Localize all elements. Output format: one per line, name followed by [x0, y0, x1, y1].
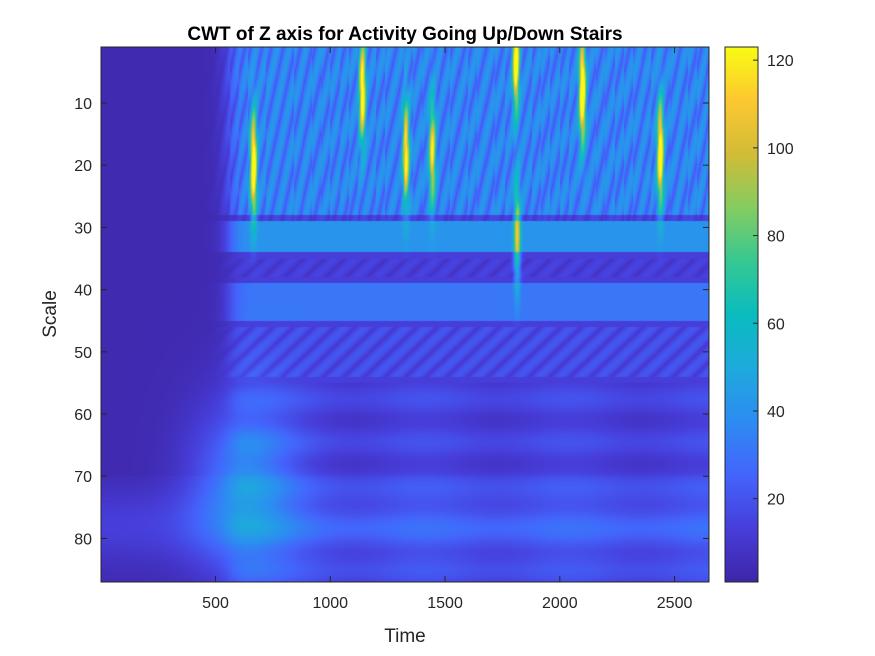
colorbar-ticks: 20 40 60 80 100 120 — [753, 53, 794, 509]
y-tick-label: 60 — [74, 407, 92, 424]
y-tick-label: 30 — [74, 220, 92, 237]
colorbar-tick-label: 80 — [767, 229, 785, 246]
y-axis: 10 20 30 40 50 60 70 80 — [74, 96, 709, 548]
x-tick-label: 2500 — [657, 595, 693, 612]
colorbar-tick-label: 40 — [767, 404, 785, 421]
x-axis: 500 1000 1500 2000 2500 — [202, 47, 692, 612]
x-tick-label: 500 — [202, 595, 229, 612]
colorbar-tick-label: 100 — [767, 141, 794, 158]
colorbar-frame — [724, 46, 759, 583]
x-axis-label: Time — [384, 626, 426, 647]
y-tick-label: 20 — [74, 158, 92, 175]
y-axis-label: Scale — [40, 290, 61, 338]
colorbar: 20 40 60 80 100 120 — [724, 46, 794, 583]
colorbar-tick-label: 60 — [767, 316, 785, 333]
x-tick-label: 1000 — [312, 595, 348, 612]
chart-title: CWT of Z axis for Activity Going Up/Down… — [187, 24, 622, 45]
x-tick-label: 2000 — [542, 595, 578, 612]
colorbar-tick-label: 120 — [767, 53, 794, 70]
plot-frame — [100, 46, 710, 583]
y-tick-label: 80 — [74, 531, 92, 548]
y-tick-label: 10 — [74, 96, 92, 113]
heatmap-image — [101, 47, 709, 582]
plot-area: 500 1000 1500 2000 2500 10 20 30 40 50 60 70 80 — [74, 46, 710, 612]
colorbar-gradient — [725, 47, 758, 582]
y-tick-label: 50 — [74, 345, 92, 362]
y-tick-label: 40 — [74, 283, 92, 300]
x-tick-label: 1500 — [427, 595, 463, 612]
y-tick-label: 70 — [74, 469, 92, 486]
colorbar-tick-label: 20 — [767, 492, 785, 509]
